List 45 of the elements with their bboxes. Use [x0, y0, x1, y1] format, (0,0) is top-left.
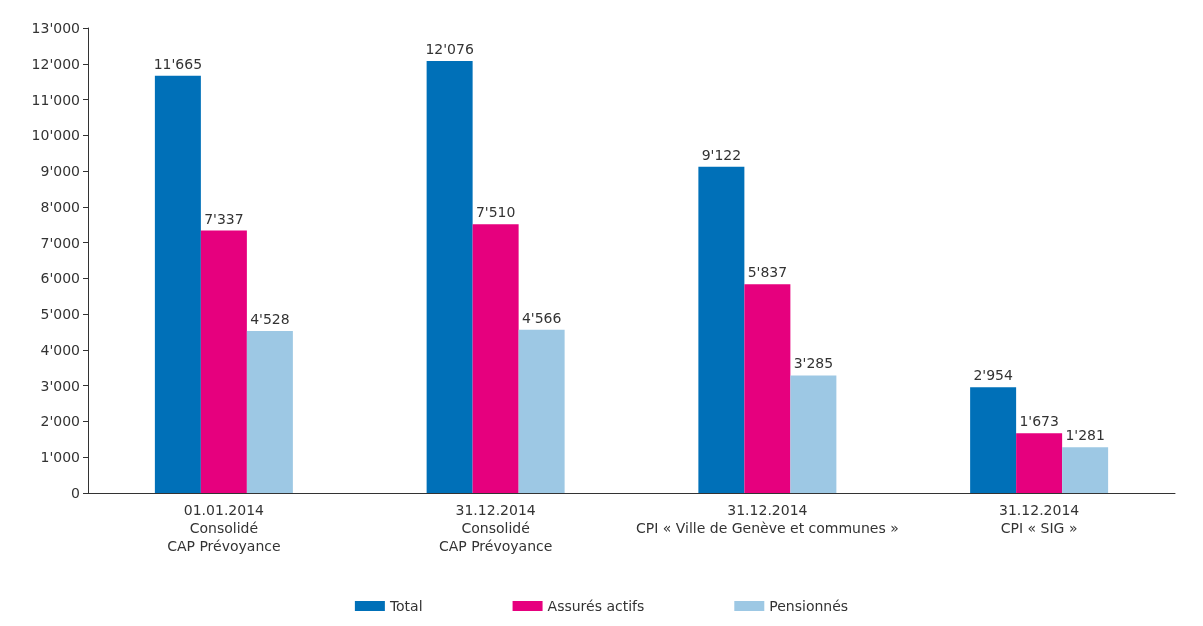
y-tick-label: 12'000: [31, 55, 80, 72]
y-tick-label: 9'000: [40, 163, 80, 180]
x-tick-label: 31.12.2014 CPI « Ville de Genève et communes »: [635, 502, 899, 536]
legend-label: Total: [388, 598, 423, 614]
y-tick-label: 1'000: [40, 449, 80, 466]
data-label: 3'285: [793, 355, 834, 372]
y-tick-label: 10'000: [31, 127, 80, 144]
y-tick-label: 13'000: [31, 20, 80, 36]
bar: [1062, 447, 1109, 493]
data-label: 2'954: [973, 367, 1013, 384]
y-tick-label: 0: [71, 485, 80, 501]
y-tick-label: 2'000: [40, 413, 80, 430]
data-label: 4'528: [250, 311, 290, 328]
bar: [154, 75, 201, 493]
data-label: 1'673: [1019, 413, 1059, 430]
bar: [518, 329, 565, 493]
x-tick-label: 01.01.2014 Consolidé CAP Prévoyance: [167, 502, 281, 554]
bar: [698, 166, 745, 493]
bar: [426, 61, 473, 493]
y-tick-label: 11'000: [31, 91, 80, 108]
y-tick-label: 8'000: [40, 198, 80, 215]
bar: [1016, 433, 1063, 493]
y-tick-label: 6'000: [40, 270, 80, 287]
bar: [472, 224, 519, 493]
data-label: 12'076: [425, 41, 474, 58]
bar: [970, 387, 1017, 493]
data-label: 7'337: [204, 210, 244, 227]
data-label: 5'837: [747, 264, 788, 281]
data-label: 11'665: [153, 55, 203, 72]
data-label: 9'122: [701, 146, 742, 163]
y-tick-label: 5'000: [40, 306, 80, 323]
bar: [790, 375, 837, 493]
x-tick-label: 31.12.2014 CPI « SIG »: [999, 502, 1080, 536]
bar: [200, 230, 247, 493]
data-label: 7'510: [475, 204, 516, 221]
bar: [744, 284, 791, 493]
y-tick-label: 3'000: [40, 377, 80, 394]
data-label: 1'281: [1065, 427, 1105, 444]
x-tick-label: 31.12.2014 Consolidé CAP Prévoyance: [438, 502, 553, 554]
y-tick-label: 4'000: [40, 341, 80, 358]
legend-label: Assurés actifs: [547, 598, 645, 614]
data-label: 4'566: [521, 309, 562, 326]
y-tick-label: 7'000: [40, 234, 80, 251]
bar: [246, 331, 293, 493]
legend-label: Pensionnés: [769, 598, 849, 614]
